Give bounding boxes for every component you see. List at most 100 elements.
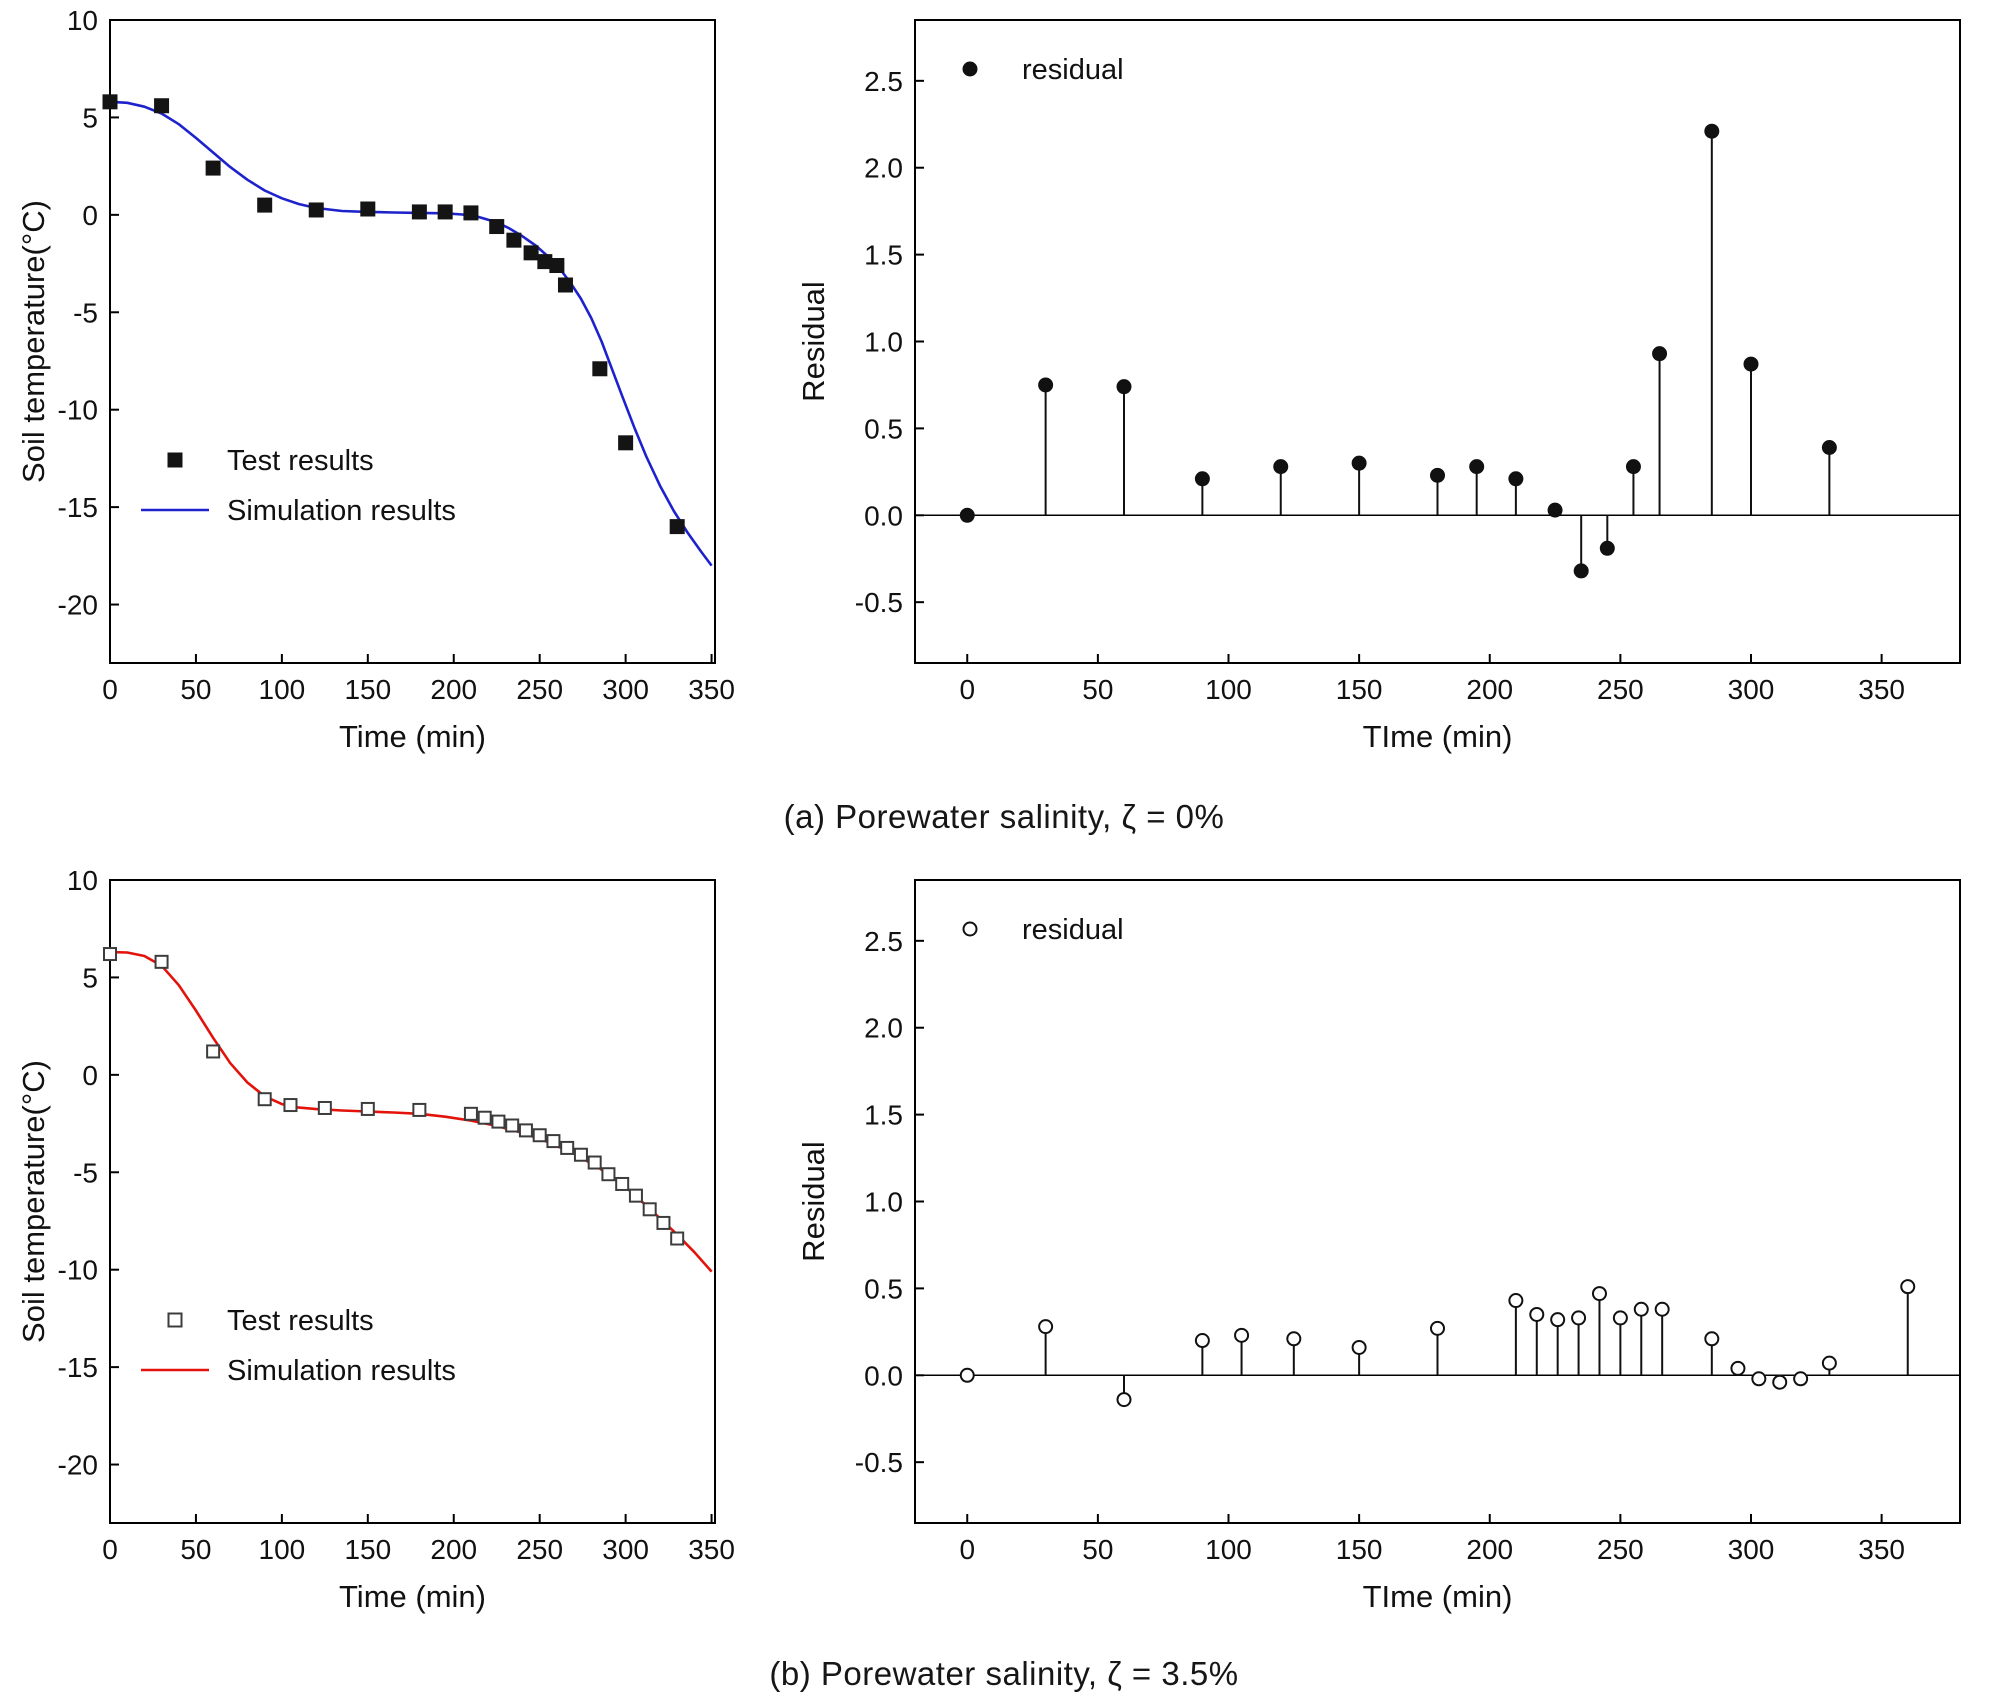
data-marker <box>257 197 273 213</box>
axis-text: 0.5 <box>864 1273 903 1304</box>
chart-a-residual: 0 50 100 150 200 250 300 350 2.5 2.0 1.5 1.0 0.5 0.0 -… <box>790 5 2000 790</box>
axis-text: residual <box>1022 914 1124 946</box>
axis-text: 5 <box>82 102 98 133</box>
axis-text: 0.0 <box>864 500 903 531</box>
axis-text: Soil temperature(°C) <box>16 1060 51 1343</box>
data-marker <box>560 1140 575 1155</box>
data-marker <box>615 1176 630 1191</box>
plot-frame <box>914 19 1961 664</box>
data-marker <box>1194 1333 1210 1349</box>
axis-text: -0.5 <box>855 1447 903 1478</box>
data-marker <box>1633 1301 1649 1317</box>
axis-text: 200 <box>1466 674 1513 705</box>
data-marker <box>167 452 183 468</box>
data-marker <box>959 1367 975 1383</box>
data-marker <box>1772 1374 1788 1390</box>
data-marker <box>360 1101 375 1116</box>
data-marker <box>103 947 117 962</box>
b-temperature-axes: 0 50 100 150 200 250 300 3501050-5-10-15-20Time… <box>16 865 735 1614</box>
axis-text: 0 <box>82 1060 98 1091</box>
axis-text: 0 <box>102 1534 118 1565</box>
data-marker <box>642 1202 657 1217</box>
data-marker <box>206 1044 221 1059</box>
data-marker <box>489 219 505 235</box>
data-marker <box>506 232 522 248</box>
data-marker <box>360 201 376 217</box>
data-marker <box>505 1118 520 1133</box>
axis-text: 200 <box>430 1534 477 1565</box>
data-marker <box>618 435 634 451</box>
data-marker <box>1900 1279 1916 1295</box>
data-marker <box>1116 1392 1132 1408</box>
axis-text: 100 <box>259 1534 306 1565</box>
axis-text: 2.0 <box>864 153 903 184</box>
axis-text: 300 <box>602 674 649 705</box>
plot-frame <box>914 879 1961 1524</box>
data-marker <box>1571 1310 1587 1326</box>
axis-text: 300 <box>1728 674 1775 705</box>
axis-text: 100 <box>1205 1534 1252 1565</box>
data-marker <box>102 94 118 110</box>
data-marker <box>463 205 479 221</box>
data-marker <box>1743 356 1759 372</box>
data-marker <box>523 245 539 261</box>
axis-text: 300 <box>602 1534 649 1565</box>
data-marker <box>601 1167 616 1182</box>
chart-b-soil-temperature: 0 50 100 150 200 250 300 350 10 5 0 -5 -10 -15 -20 Time… <box>10 865 790 1650</box>
simulation-line <box>109 100 713 567</box>
axis-text: 350 <box>1858 674 1905 705</box>
axis-text: Simulation results <box>227 1355 456 1387</box>
data-marker <box>1508 471 1524 487</box>
data-marker <box>1591 1286 1607 1302</box>
axis-text: 1.5 <box>864 1100 903 1131</box>
axis-text: 350 <box>688 1534 735 1565</box>
data-marker <box>1116 379 1132 395</box>
data-marker <box>1351 1339 1367 1355</box>
axis-text: Simulation results <box>227 495 456 527</box>
data-marker <box>317 1100 332 1115</box>
axis-text: 350 <box>1858 1534 1905 1565</box>
data-marker <box>549 258 565 274</box>
data-marker <box>205 160 221 176</box>
data-marker <box>1612 1310 1628 1326</box>
axis-text: residual <box>1022 54 1124 86</box>
axis-text: 300 <box>1728 1534 1775 1565</box>
data-marker <box>1286 1331 1302 1347</box>
data-marker <box>463 1106 478 1121</box>
data-marker <box>1625 459 1641 475</box>
b-temperature-plot: 0 50 100 150 200 250 300 3501050-5-10-15-20Time… <box>16 865 735 1614</box>
axis-text: 0 <box>102 674 118 705</box>
data-marker <box>1469 459 1485 475</box>
data-marker <box>1821 440 1837 456</box>
data-marker <box>308 202 324 218</box>
data-marker <box>959 507 975 523</box>
data-marker <box>1038 1319 1054 1335</box>
axis-text: Test results <box>227 445 374 477</box>
data-marker <box>154 954 169 969</box>
axis-text: 50 <box>1082 1534 1113 1565</box>
data-marker <box>670 1231 685 1246</box>
data-marker <box>962 61 978 77</box>
axis-text: -15 <box>58 492 98 523</box>
data-marker <box>154 98 170 114</box>
data-marker <box>1430 467 1445 483</box>
plot-frame <box>109 879 716 1524</box>
data-marker <box>1730 1360 1746 1376</box>
series-test-results <box>103 947 685 1246</box>
data-marker <box>532 1128 547 1143</box>
axis-text: 200 <box>1466 1534 1513 1565</box>
axis-text: 0.5 <box>864 413 903 444</box>
data-marker <box>477 1110 492 1125</box>
data-marker <box>587 1155 602 1170</box>
simulation-line <box>109 950 713 1273</box>
axis-text: 250 <box>516 1534 563 1565</box>
data-marker <box>1194 471 1210 487</box>
axis-text: 150 <box>1336 674 1383 705</box>
data-marker <box>1793 1371 1809 1387</box>
data-marker <box>1751 1371 1767 1387</box>
data-marker <box>1704 123 1720 139</box>
axis-text: 0.0 <box>864 1360 903 1391</box>
axis-text: 100 <box>1205 674 1252 705</box>
axis-text: 150 <box>344 1534 391 1565</box>
data-marker <box>1573 563 1589 579</box>
